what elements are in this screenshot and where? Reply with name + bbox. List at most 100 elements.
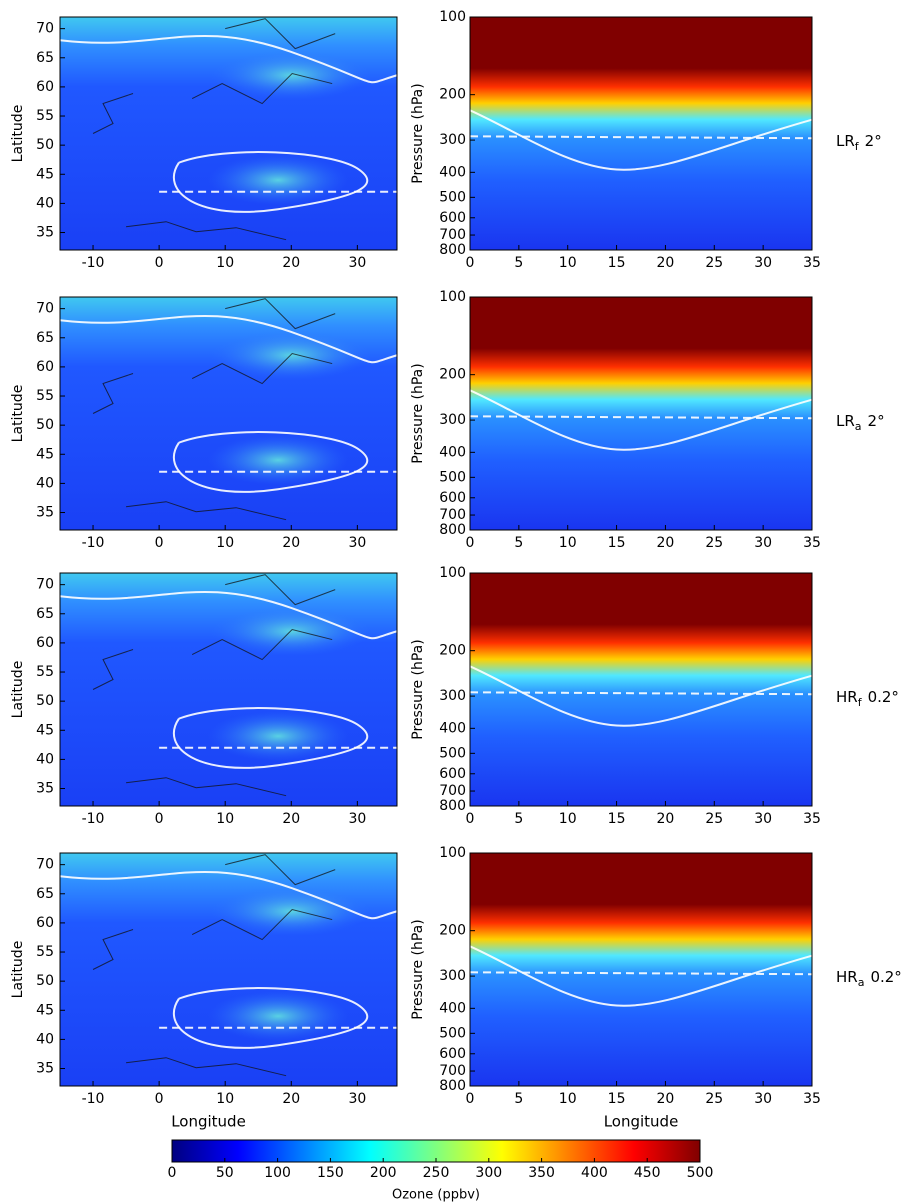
ozone-blob: [208, 711, 349, 762]
y-tick-label: 600: [439, 490, 466, 506]
y-tick-label: 45: [36, 1002, 54, 1018]
y-tick-label: 70: [36, 577, 54, 593]
x-tick-label: -10: [82, 255, 105, 271]
x-tick-label: 0: [155, 535, 164, 551]
x-tick-label: 25: [705, 535, 723, 551]
y-tick-label: 700: [439, 227, 466, 243]
panel-resolution: 2°: [868, 412, 885, 430]
y-axis-label: Latitude: [10, 385, 26, 443]
y-axis-label: Latitude: [10, 941, 26, 999]
y-tick-label: 100: [439, 565, 466, 581]
x-tick-label: 15: [608, 1091, 626, 1107]
coastline: [92, 18, 336, 241]
contour: [172, 987, 369, 1049]
y-tick-label: 40: [36, 475, 54, 491]
y-tick-label: 55: [36, 108, 54, 124]
contour: [172, 431, 369, 493]
x-tick-label: 0: [466, 255, 475, 271]
y-tick-label: 500: [439, 745, 466, 761]
plot-frame: [469, 852, 813, 1087]
y-tick-label: 300: [439, 968, 466, 984]
coastline: [92, 854, 336, 1077]
x-tick-label: 0: [466, 535, 475, 551]
y-tick-label: 800: [439, 798, 466, 814]
x-tick-label: 25: [705, 1091, 723, 1107]
profile-field: [470, 573, 812, 806]
y-tick-label: 60: [36, 79, 54, 95]
y-tick-label: 300: [439, 132, 466, 148]
plot-frame: [469, 16, 813, 251]
ozone-blob: [211, 886, 372, 937]
y-tick-label: 500: [439, 189, 466, 205]
x-tick-label: 10: [216, 535, 234, 551]
y-tick-label: 300: [439, 412, 466, 428]
tropopause-contour: [469, 109, 813, 171]
y-tick-label: 600: [439, 766, 466, 782]
y-tick-label: 40: [36, 1031, 54, 1047]
colorbar-tick-label: 250: [423, 1165, 450, 1181]
x-tick-label: 0: [155, 811, 164, 827]
profile-field: [470, 17, 812, 250]
plot-frame: [59, 296, 398, 531]
x-tick-label: 25: [705, 255, 723, 271]
y-tick-label: 800: [439, 242, 466, 258]
ozone-blob: [211, 330, 372, 381]
y-tick-label: 55: [36, 944, 54, 960]
y-tick-label: 400: [439, 720, 466, 736]
ozone-blob: [211, 606, 372, 657]
y-tick-label: 65: [36, 330, 54, 346]
panel-name: HR: [836, 968, 858, 986]
contour: [469, 691, 813, 696]
colorbar-tick-label: 150: [317, 1165, 344, 1181]
panel-subscript: f: [858, 696, 863, 709]
colorbar-tick-label: 0: [168, 1165, 177, 1181]
y-tick-label: 40: [36, 751, 54, 767]
panel-name: HR: [836, 688, 858, 706]
panel-name: LR: [836, 132, 855, 150]
x-tick-label: -10: [82, 535, 105, 551]
plot-frame: [469, 572, 813, 807]
tropopause-contour: [469, 665, 813, 727]
x-tick-label: 25: [705, 811, 723, 827]
panel-label: HRa 0.2°: [836, 968, 902, 990]
y-tick-label: 45: [36, 446, 54, 462]
ozone-blob: [208, 991, 349, 1042]
plot-frame: [469, 296, 813, 531]
panel-subscript: f: [855, 140, 860, 153]
y-tick-label: 50: [36, 137, 54, 153]
y-tick-label: 600: [439, 210, 466, 226]
x-tick-label: 0: [466, 1091, 475, 1107]
plot-frame: [59, 572, 398, 807]
tropopause-contour: [469, 389, 813, 451]
x-tick-label: 5: [514, 811, 523, 827]
colorbar-label: Ozone (ppbv): [392, 1188, 480, 1203]
panel-label: LRf 2°: [836, 132, 882, 154]
panel-label: LRa 2°: [836, 412, 885, 434]
y-tick-label: 400: [439, 1000, 466, 1016]
y-tick-label: 45: [36, 166, 54, 182]
plot-frame: [59, 852, 398, 1087]
y-tick-label: 35: [36, 505, 54, 521]
y-axis-label: Latitude: [10, 105, 26, 163]
y-tick-label: 50: [36, 973, 54, 989]
x-tick-label: -10: [82, 811, 105, 827]
plot-frame: [59, 16, 398, 251]
y-tick-label: 400: [439, 164, 466, 180]
map-field: [60, 853, 397, 1086]
y-tick-label: 700: [439, 783, 466, 799]
x-tick-label: 30: [348, 255, 366, 271]
contour: [59, 590, 398, 640]
tropopause-contour: [469, 945, 813, 1007]
x-tick-label: 5: [514, 1091, 523, 1107]
ozone-blob: [211, 50, 372, 101]
y-tick-label: 100: [439, 9, 466, 25]
x-tick-label: 15: [608, 535, 626, 551]
x-tick-label: 20: [282, 811, 300, 827]
y-tick-label: 55: [36, 388, 54, 404]
map-field: [60, 573, 397, 806]
y-tick-label: 50: [36, 417, 54, 433]
contour: [59, 870, 398, 920]
y-tick-label: 800: [439, 522, 466, 538]
panel-resolution: 2°: [865, 132, 882, 150]
